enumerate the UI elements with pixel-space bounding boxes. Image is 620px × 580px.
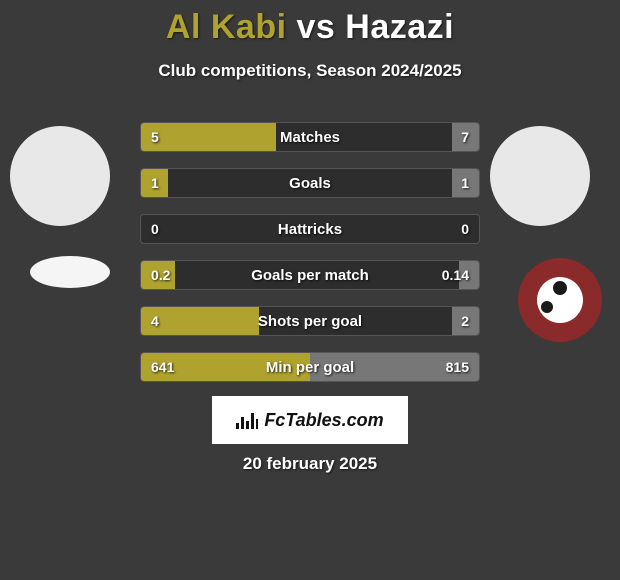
stat-bar-player1 [141, 169, 168, 197]
brand-text: FcTables.com [264, 410, 383, 431]
brand-bars-icon [236, 411, 258, 429]
brand-box: FcTables.com [212, 396, 408, 444]
stat-row: 641815Min per goal [140, 352, 480, 382]
date-text: 20 february 2025 [0, 454, 620, 474]
stat-bar-player2 [452, 307, 479, 335]
stat-bar-player1 [141, 261, 175, 289]
stat-label: Hattricks [141, 215, 479, 243]
stat-row: 11Goals [140, 168, 480, 198]
stat-row: 0 0Hattricks [140, 214, 480, 244]
stat-value-player2: 0 [451, 215, 479, 243]
player2-avatar [490, 126, 590, 226]
stat-bar-player2 [310, 353, 479, 381]
stat-bar-player2 [452, 123, 479, 151]
stat-label: Goals [141, 169, 479, 197]
player1-club-badge [30, 256, 110, 288]
stat-row: 42Shots per goal [140, 306, 480, 336]
title-player1: Al Kabi [166, 8, 287, 46]
stat-value-player1: 0 [141, 215, 169, 243]
title-player2: Hazazi [345, 8, 454, 46]
stat-bar-player1 [141, 307, 259, 335]
player1-avatar [10, 126, 110, 226]
page-title: Al Kabi vs Hazazi [0, 0, 620, 47]
stats-bars: 57Matches 11Goals 0 0Hattricks 0.20.14Goals … [140, 122, 480, 382]
stat-row: 0.20.14Goals per match [140, 260, 480, 290]
stat-bar-player2 [459, 261, 479, 289]
stat-bar-player1 [141, 353, 310, 381]
stat-row: 57Matches [140, 122, 480, 152]
stat-bar-player1 [141, 123, 276, 151]
ball-icon [537, 277, 583, 323]
stat-label: Goals per match [141, 261, 479, 289]
subtitle: Club competitions, Season 2024/2025 [0, 61, 620, 81]
stat-bar-player2 [452, 169, 479, 197]
player2-club-badge [518, 258, 602, 342]
title-vs: vs [296, 8, 335, 46]
